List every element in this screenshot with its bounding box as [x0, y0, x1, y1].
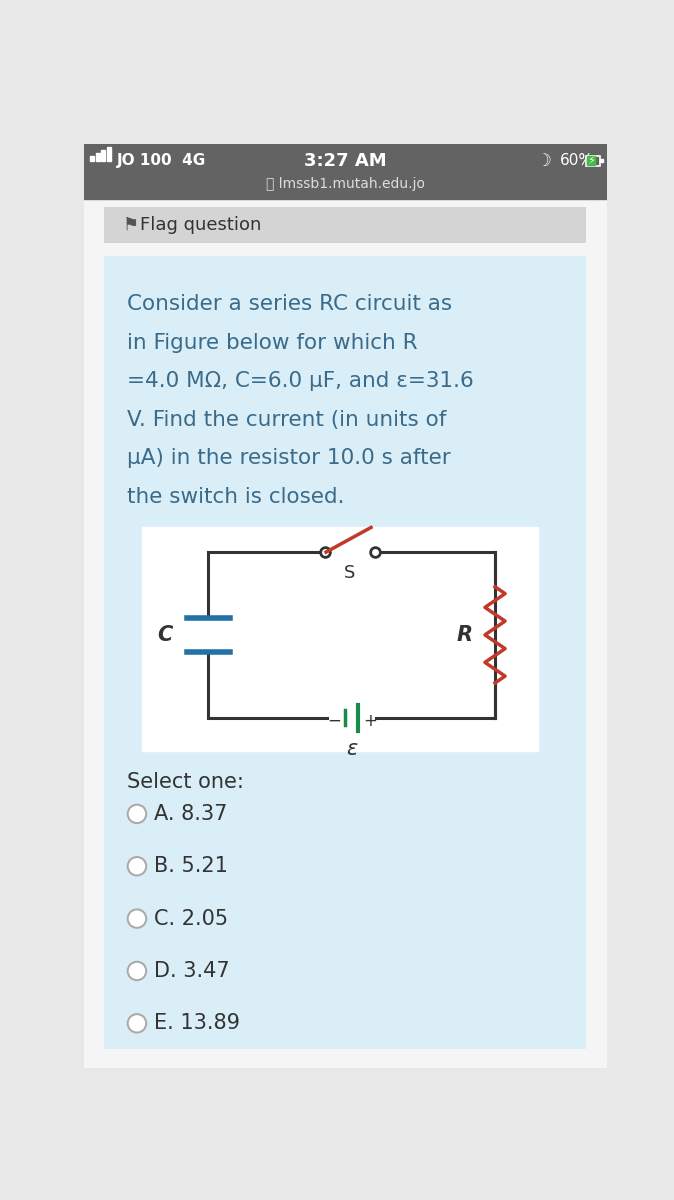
Bar	[96, 154, 100, 161]
Bar	[106, 148, 111, 161]
Text: 3:27 AM: 3:27 AM	[304, 152, 387, 170]
Circle shape	[127, 910, 146, 928]
Text: −: −	[328, 712, 342, 730]
Text: Consider a series RC circuit as: Consider a series RC circuit as	[127, 294, 452, 314]
Text: C: C	[157, 625, 173, 644]
Text: B. 5.21: B. 5.21	[154, 857, 228, 876]
Text: +: +	[363, 712, 377, 730]
Text: Flag question: Flag question	[140, 216, 262, 234]
Text: =4.0 MΩ, C=6.0 μF, and ε=31.6: =4.0 MΩ, C=6.0 μF, and ε=31.6	[127, 371, 474, 391]
Circle shape	[127, 805, 146, 823]
Bar	[101, 150, 105, 161]
Text: C. 2.05: C. 2.05	[154, 908, 228, 929]
Bar	[587, 156, 595, 164]
Text: D. 3.47: D. 3.47	[154, 961, 230, 980]
Bar	[104, 256, 586, 1049]
Bar	[84, 144, 607, 199]
Text: 🔒 lmssb1.mutah.edu.jo: 🔒 lmssb1.mutah.edu.jo	[266, 178, 425, 191]
Bar	[104, 208, 586, 242]
Text: E. 13.89: E. 13.89	[154, 1013, 240, 1033]
Text: in Figure below for which R: in Figure below for which R	[127, 332, 417, 353]
Text: ⚡: ⚡	[587, 156, 595, 166]
Text: A. 8.37: A. 8.37	[154, 804, 227, 824]
Circle shape	[127, 857, 146, 876]
Text: ε: ε	[346, 739, 357, 760]
Bar	[601, 158, 603, 162]
Text: the switch is closed.: the switch is closed.	[127, 487, 344, 506]
Text: JO 100  4G: JO 100 4G	[117, 154, 206, 168]
Text: V. Find the current (in units of: V. Find the current (in units of	[127, 409, 446, 430]
Text: μA) in the resistor 10.0 s after: μA) in the resistor 10.0 s after	[127, 448, 451, 468]
Text: 60%: 60%	[560, 154, 594, 168]
Text: ⚑: ⚑	[123, 216, 139, 234]
Text: ☽: ☽	[536, 152, 551, 170]
Bar	[90, 156, 94, 161]
Text: R: R	[456, 625, 472, 644]
Bar	[142, 528, 538, 751]
Text: Select one:: Select one:	[127, 772, 244, 792]
Text: S: S	[344, 564, 355, 582]
Circle shape	[127, 1014, 146, 1032]
Circle shape	[127, 961, 146, 980]
